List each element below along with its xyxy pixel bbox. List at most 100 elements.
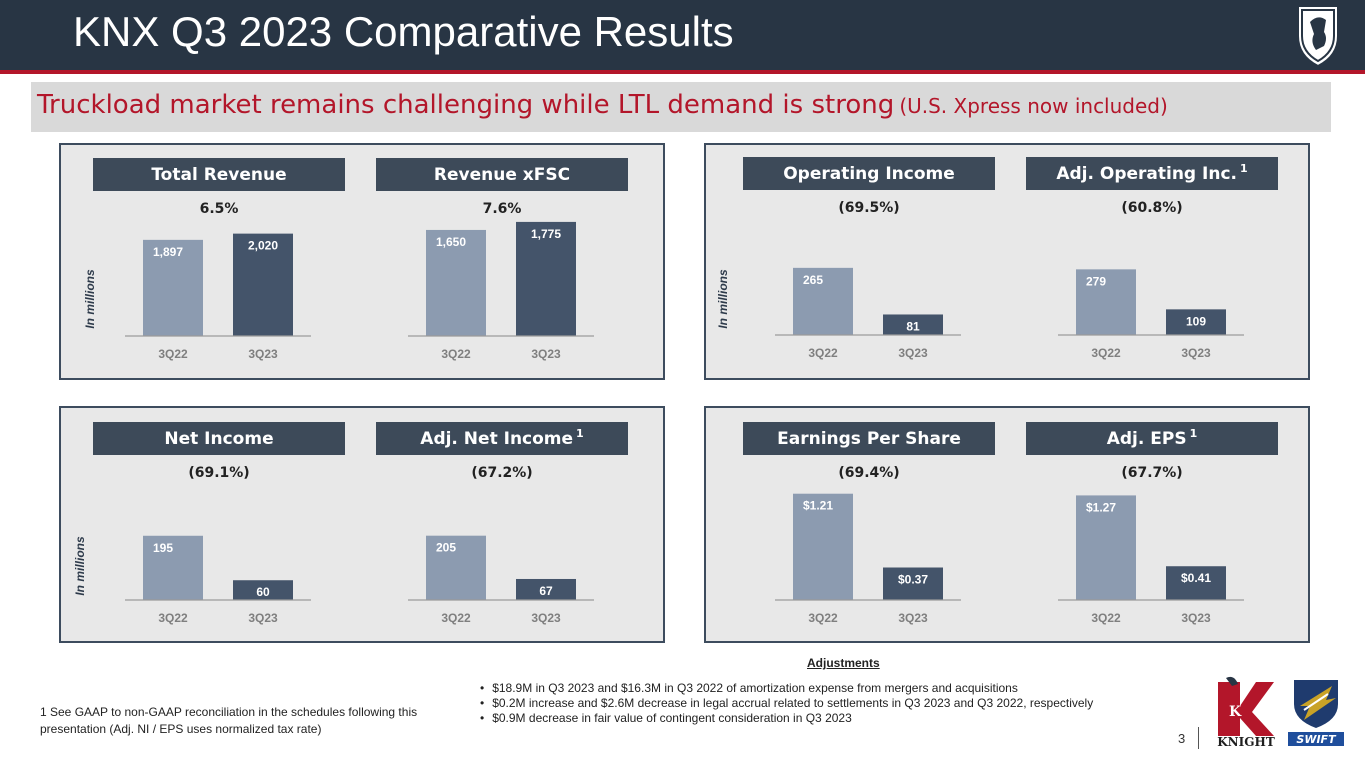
chart-title: Adj. EPS 1 xyxy=(1026,422,1278,455)
chart-bar xyxy=(1076,269,1136,335)
chart-plot: 205 3Q22 67 3Q23 xyxy=(376,482,628,642)
title-bar xyxy=(0,0,1365,70)
adjustment-item: $0.9M decrease in fair value of continge… xyxy=(480,711,1093,726)
subtitle: Truckload market remains challenging whi… xyxy=(37,90,1168,120)
knight-logo-text: KNIGHT xyxy=(1217,735,1275,748)
chart-tick-label: 3Q23 xyxy=(248,611,278,625)
chart-title-text: Operating Income xyxy=(783,163,955,184)
chart-title: Earnings Per Share xyxy=(743,422,995,455)
chart-title: Revenue xFSC xyxy=(376,158,628,191)
chart-title-text: Earnings Per Share xyxy=(777,428,961,449)
chart-tick-label: 3Q22 xyxy=(1091,611,1121,625)
chart-bar xyxy=(143,239,203,336)
page-title: KNX Q3 2023 Comparative Results xyxy=(73,8,734,55)
chart-footnote-mark: 1 xyxy=(576,427,584,440)
chart-bar xyxy=(1166,566,1226,600)
chart-tick-label: 3Q22 xyxy=(808,346,838,360)
chart-plot: 195 3Q22 60 3Q23 xyxy=(93,482,345,642)
subtitle-main: Truckload market remains challenging whi… xyxy=(37,90,895,120)
chart-title: Net Income xyxy=(93,422,345,455)
chart-footnote-mark: 1 xyxy=(1240,162,1248,175)
chart-bar xyxy=(516,221,576,336)
chart-data-label: 81 xyxy=(906,319,920,333)
chart-tick-label: 3Q22 xyxy=(441,347,471,361)
chart-change-percent: (69.5%) xyxy=(838,200,900,216)
chart-plot: 279 3Q22 109 3Q23 xyxy=(1026,217,1278,377)
chart-data-label: 60 xyxy=(256,585,270,599)
chart-change-percent: 6.5% xyxy=(199,201,239,217)
chart-plot: 1,650 3Q22 1,775 3Q23 xyxy=(376,218,628,378)
chart-data-label: 1,897 xyxy=(153,245,183,259)
chart-bar xyxy=(793,493,853,600)
chart-title-text: Revenue xFSC xyxy=(433,164,571,185)
page-number: 3 xyxy=(1178,731,1186,746)
chart-title: Adj. Net Income 1 xyxy=(376,422,628,455)
chart-svg: 1,650 3Q22 1,775 3Q23 xyxy=(408,221,594,361)
chart-svg: 205 3Q22 67 3Q23 xyxy=(408,535,594,625)
chart-data-label: 109 xyxy=(1186,314,1206,328)
chart-bar xyxy=(883,314,943,335)
chart-data-label: 67 xyxy=(539,584,553,598)
chart-tick-label: 3Q23 xyxy=(1181,611,1211,625)
chart-title-text: Net Income xyxy=(164,428,274,449)
chart-svg: 265 3Q22 81 3Q23 xyxy=(775,267,961,360)
chart-svg: $1.21 3Q22 $0.37 3Q23 xyxy=(775,493,961,625)
knight-logo: K KNIGHT xyxy=(1217,676,1275,748)
chart-tick-label: 3Q22 xyxy=(158,347,188,361)
chart-tick-label: 3Q22 xyxy=(158,611,188,625)
chart-bar xyxy=(793,267,853,335)
chart-data-label: 265 xyxy=(803,273,823,287)
chart-data-label: $1.21 xyxy=(803,499,833,513)
chart-change-percent: (67.2%) xyxy=(471,465,533,481)
chart-tick-label: 3Q22 xyxy=(808,611,838,625)
chart-title-text: Adj. Operating Inc. xyxy=(1056,163,1237,184)
chart-tick-label: 3Q22 xyxy=(1091,346,1121,360)
chart-adj-operating-income: Adj. Operating Inc. 1 (60.8%) 279 3Q22 109 3Q2… xyxy=(1026,157,1278,377)
chart-change-percent: (60.8%) xyxy=(1121,200,1183,216)
chart-data-label: $0.37 xyxy=(898,572,928,586)
chart-tick-label: 3Q23 xyxy=(898,611,928,625)
chart-plot: $1.21 3Q22 $0.37 3Q23 xyxy=(743,482,995,642)
page-number-divider xyxy=(1198,727,1199,749)
chart-tick-label: 3Q23 xyxy=(1181,346,1211,360)
chart-tick-label: 3Q23 xyxy=(898,346,928,360)
chart-bar xyxy=(426,229,486,336)
subtitle-bar: Truckload market remains challenging whi… xyxy=(31,82,1331,132)
chart-bar xyxy=(233,233,293,336)
chart-svg: $1.27 3Q22 $0.41 3Q23 xyxy=(1058,495,1244,625)
chart-bar xyxy=(233,580,293,600)
chart-plot: 265 3Q22 81 3Q23 xyxy=(743,217,995,377)
adjustments-title: Adjustments xyxy=(807,656,880,670)
chart-change-percent: (67.7%) xyxy=(1121,465,1183,481)
chart-net-income: Net Income (69.1%) 195 3Q22 60 3Q23 xyxy=(93,422,345,642)
chart-tick-label: 3Q23 xyxy=(248,347,278,361)
chart-change-percent: 7.6% xyxy=(482,201,522,217)
chart-bar xyxy=(1076,495,1136,600)
swift-logo: SWIFT xyxy=(1288,680,1344,746)
chart-plot: $1.27 3Q22 $0.41 3Q23 xyxy=(1026,482,1278,642)
chart-adj-eps: Adj. EPS 1 (67.7%) $1.27 3Q22 $0.41 3Q23 xyxy=(1026,422,1278,642)
chart-revenue-xfsc: Revenue xFSC 7.6% 1,650 3Q22 1,775 3Q23 xyxy=(376,158,628,378)
chart-bar xyxy=(426,535,486,600)
chart-data-label: 195 xyxy=(153,541,173,555)
footnote: 1 See GAAP to non-GAAP reconciliation in… xyxy=(40,705,418,736)
chart-bar xyxy=(1166,309,1226,335)
adjustment-item: $0.2M increase and $2.6M decrease in leg… xyxy=(480,696,1093,711)
adjustment-item: $18.9M in Q3 2023 and $16.3M in Q3 2022 … xyxy=(480,681,1093,696)
chart-data-label: $1.27 xyxy=(1086,500,1116,514)
chart-bar xyxy=(143,535,203,600)
chart-title: Adj. Operating Inc. 1 xyxy=(1026,157,1278,190)
chart-data-label: 1,650 xyxy=(436,235,466,249)
chart-adj-net-income: Adj. Net Income 1 (67.2%) 205 3Q22 67 3Q23 xyxy=(376,422,628,642)
chart-data-label: 1,775 xyxy=(531,227,561,241)
y-axis-label-net-income: In millions xyxy=(73,536,87,596)
chart-data-label: 205 xyxy=(436,541,456,555)
chart-title-text: Adj. EPS xyxy=(1106,428,1187,449)
y-axis-label-operating-income: In millions xyxy=(716,269,730,329)
chart-footnote-mark: 1 xyxy=(1189,427,1198,440)
chart-eps: Earnings Per Share (69.4%) $1.21 3Q22 $0.37 3… xyxy=(743,422,995,642)
chart-change-percent: (69.4%) xyxy=(838,465,900,481)
subtitle-note: (U.S. Xpress now included) xyxy=(899,94,1168,118)
chart-svg: 1,897 3Q22 2,020 3Q23 xyxy=(125,233,311,361)
title-bar-accent-line xyxy=(0,70,1365,74)
